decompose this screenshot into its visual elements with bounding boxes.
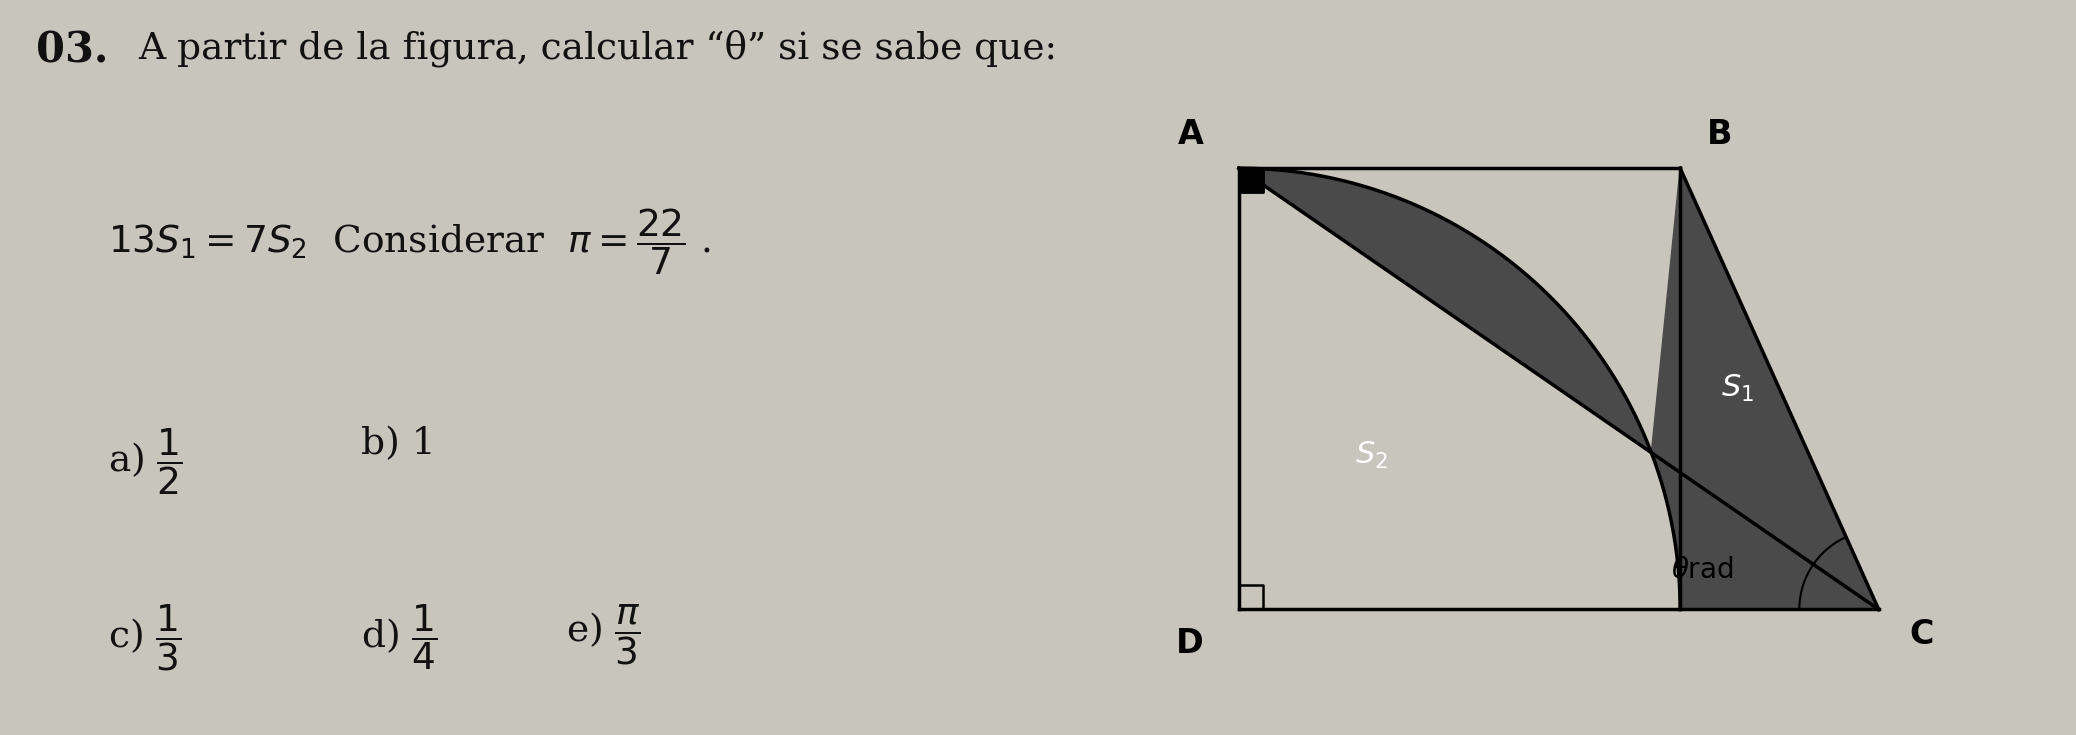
Text: D: D — [1175, 627, 1204, 660]
Polygon shape — [1239, 168, 1262, 193]
Text: c) $\dfrac{1}{3}$: c) $\dfrac{1}{3}$ — [108, 603, 183, 673]
Text: C: C — [1910, 618, 1935, 651]
Text: d) $\dfrac{1}{4}$: d) $\dfrac{1}{4}$ — [361, 603, 438, 673]
Text: a) $\dfrac{1}{2}$: a) $\dfrac{1}{2}$ — [108, 426, 183, 497]
Text: $S_2$: $S_2$ — [1356, 440, 1387, 470]
Polygon shape — [1650, 168, 1879, 609]
Text: $S_1$: $S_1$ — [1721, 373, 1754, 404]
Text: $13S_1 = 7S_2$  Considerar  $\pi = \dfrac{22}{7}$ .: $13S_1 = 7S_2$ Considerar $\pi = \dfrac{… — [108, 206, 712, 276]
Text: 03.: 03. — [35, 29, 108, 71]
Text: A: A — [1177, 118, 1204, 151]
Text: A partir de la figura, calcular “θ” si se sabe que:: A partir de la figura, calcular “θ” si s… — [139, 29, 1057, 67]
Text: $\theta$rad: $\theta$rad — [1671, 556, 1733, 584]
Text: B: B — [1706, 118, 1731, 151]
Text: b) 1: b) 1 — [361, 426, 436, 462]
Text: e) $\dfrac{\pi}{3}$: e) $\dfrac{\pi}{3}$ — [567, 603, 641, 667]
Polygon shape — [1239, 168, 1650, 609]
